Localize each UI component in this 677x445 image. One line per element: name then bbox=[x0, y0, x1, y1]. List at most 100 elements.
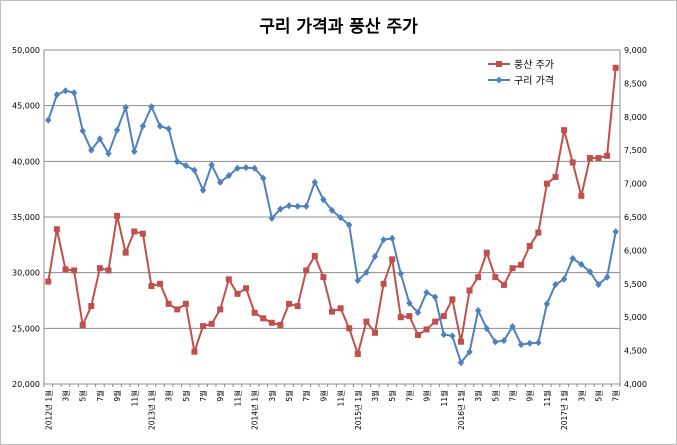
data-point bbox=[389, 256, 396, 263]
data-point bbox=[449, 296, 456, 303]
x-tick-label: 9월 bbox=[215, 390, 225, 402]
x-tick-label: 7월 bbox=[198, 390, 208, 402]
data-point bbox=[156, 122, 164, 130]
data-point bbox=[174, 157, 181, 166]
data-point bbox=[406, 313, 413, 320]
chart-title: 구리 가격과 풍산 주가 bbox=[259, 17, 418, 37]
y-left-tick-label: 35,000 bbox=[12, 213, 40, 222]
y-right-tick-label: 7,000 bbox=[624, 180, 647, 189]
data-point bbox=[474, 306, 482, 315]
x-tick-label: 5월 bbox=[594, 390, 604, 402]
data-point bbox=[71, 267, 78, 274]
data-point bbox=[217, 178, 224, 186]
data-point bbox=[612, 64, 619, 71]
data-point bbox=[165, 125, 172, 133]
axes: 20,000 25,000 30,000 35,000 40,000 45,000 50,0… bbox=[12, 46, 647, 430]
data-point bbox=[251, 164, 258, 172]
data-point bbox=[277, 321, 284, 328]
data-point bbox=[406, 299, 413, 307]
data-point bbox=[543, 180, 550, 187]
y-left-tick-label: 30,000 bbox=[12, 269, 40, 278]
data-point bbox=[200, 323, 207, 330]
data-point bbox=[320, 196, 327, 204]
data-point bbox=[311, 178, 319, 186]
data-point bbox=[225, 276, 232, 283]
x-tick-label: 11월 bbox=[336, 390, 346, 407]
data-point bbox=[260, 315, 267, 322]
data-point bbox=[122, 103, 129, 112]
data-point bbox=[397, 314, 404, 321]
data-point bbox=[79, 321, 86, 328]
data-point bbox=[354, 276, 361, 285]
x-tick-label: 9월 bbox=[422, 390, 432, 402]
data-point bbox=[466, 287, 473, 294]
data-point bbox=[277, 205, 284, 213]
data-point bbox=[105, 149, 112, 158]
data-point bbox=[337, 214, 344, 222]
x-tick-label: 2013년 1월 bbox=[146, 390, 156, 430]
x-tick-label: 5월 bbox=[490, 390, 500, 402]
data-point bbox=[208, 320, 215, 327]
data-point bbox=[604, 152, 611, 159]
data-point bbox=[148, 283, 155, 290]
data-point bbox=[122, 249, 129, 256]
data-point bbox=[500, 281, 507, 288]
data-point bbox=[191, 166, 198, 174]
data-point bbox=[500, 336, 508, 345]
x-tick-label: 9월 bbox=[318, 390, 328, 402]
data-point bbox=[363, 318, 370, 325]
data-point bbox=[199, 186, 207, 194]
x-tick-label: 3월 bbox=[267, 390, 277, 402]
data-point bbox=[345, 221, 353, 229]
data-point bbox=[346, 325, 353, 332]
y-right-tick-label: 4,500 bbox=[624, 347, 647, 356]
x-tick-label: 2015년 1월 bbox=[353, 390, 363, 430]
x-tick-label: 9월 bbox=[525, 390, 535, 402]
data-point bbox=[217, 306, 224, 313]
data-point bbox=[483, 324, 490, 333]
data-point bbox=[414, 308, 422, 317]
data-point bbox=[457, 338, 464, 345]
data-point bbox=[518, 261, 525, 268]
y-right-tick-label: 8,500 bbox=[624, 79, 647, 88]
data-point bbox=[371, 252, 379, 261]
data-point bbox=[578, 260, 585, 269]
data-point bbox=[543, 300, 551, 308]
data-point bbox=[96, 265, 103, 272]
y-right-tick-label: 6,500 bbox=[624, 213, 647, 222]
data-point bbox=[337, 305, 344, 312]
data-point bbox=[552, 173, 559, 180]
x-tick-label: 11월 bbox=[542, 390, 552, 407]
data-point bbox=[260, 174, 267, 182]
x-tick-label: 5월 bbox=[387, 390, 397, 402]
data-point bbox=[466, 348, 473, 356]
data-point bbox=[535, 338, 542, 347]
y-left-tick-label: 45,000 bbox=[12, 102, 40, 111]
y-left-tick-label: 50,000 bbox=[12, 46, 40, 55]
x-tick-label: 3월 bbox=[164, 390, 174, 402]
data-point bbox=[131, 228, 138, 235]
data-point bbox=[70, 89, 78, 97]
data-point bbox=[354, 350, 361, 357]
data-point bbox=[62, 87, 69, 95]
data-point bbox=[242, 163, 250, 172]
x-tick-label: 5월 bbox=[181, 390, 191, 402]
x-tick-label: 7월 bbox=[508, 390, 518, 402]
y-right-tick-label: 6,000 bbox=[624, 246, 647, 255]
data-point bbox=[517, 340, 525, 349]
data-point bbox=[303, 202, 310, 210]
data-point bbox=[243, 285, 250, 292]
data-point bbox=[148, 103, 155, 111]
y-right-tick-label: 8,000 bbox=[624, 113, 647, 122]
data-point bbox=[586, 154, 593, 161]
data-point bbox=[268, 214, 276, 222]
data-point bbox=[62, 266, 69, 273]
x-tick-label: 5월 bbox=[78, 390, 88, 402]
legend-swatch-marker bbox=[495, 76, 503, 84]
data-point bbox=[612, 228, 619, 236]
x-tick-label: 2014년 1월 bbox=[250, 390, 260, 430]
x-tick-label: 11월 bbox=[129, 390, 139, 407]
data-point bbox=[88, 303, 95, 310]
y-left-tick-label: 40,000 bbox=[12, 157, 40, 166]
